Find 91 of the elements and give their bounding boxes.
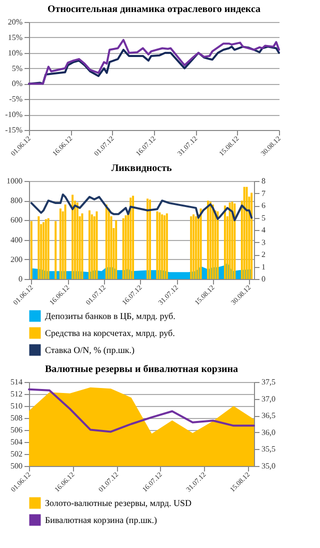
bar	[243, 186, 246, 279]
y-tick-label: 10%	[8, 48, 23, 58]
bar	[192, 214, 195, 279]
chart-title: Валютные резервы и бивалютная корзина	[44, 364, 238, 375]
y2-tick-label: 5	[262, 213, 266, 222]
bar	[228, 202, 231, 279]
y-tick-label: 15%	[8, 32, 23, 42]
y2-tick-label: 4	[262, 226, 266, 234]
y-tick-label: 510	[10, 402, 22, 410]
y2-tick-label: 35,0	[262, 462, 276, 470]
line-series	[30, 193, 253, 222]
y-tick-label: 500	[10, 462, 22, 470]
y-tick-label: 0%	[12, 79, 23, 88]
bar	[47, 218, 50, 279]
legend-label: Депозиты банков в ЦБ, млрд. руб.	[45, 311, 176, 321]
bar	[148, 200, 151, 279]
y-tick-label: 600	[10, 216, 22, 225]
y-tick-label: 502	[10, 450, 22, 458]
bar	[209, 202, 212, 279]
bar	[250, 192, 253, 279]
bar	[96, 211, 98, 279]
y2-tick-label: 36,5	[262, 411, 276, 420]
bar	[200, 208, 202, 279]
bar	[161, 214, 164, 279]
y-tick-label: 20%	[8, 18, 23, 26]
y2-tick-label: 1	[262, 262, 266, 272]
chart-title: Относительная динамика отраслевого индекса	[47, 4, 261, 15]
y-tick-label: 800	[10, 196, 22, 206]
bar	[194, 216, 197, 279]
bar	[122, 218, 124, 279]
bar	[42, 222, 45, 279]
bar	[224, 206, 226, 279]
legend-label: Бивалютная корзина (пр.шк.)	[45, 515, 157, 525]
y-tick-label: 5%	[12, 64, 23, 73]
bar	[108, 208, 110, 279]
bar	[132, 196, 134, 279]
bar	[124, 215, 127, 279]
bar	[207, 200, 210, 279]
y2-tick-label: 0	[262, 274, 266, 284]
legend-label: Ставка O/N, % (пр.шк.)	[45, 345, 135, 355]
y-tick-label: 0	[18, 274, 22, 284]
bar	[163, 215, 166, 279]
line-series	[28, 38, 280, 85]
y-tick-label: 514	[10, 378, 22, 386]
bar	[212, 204, 214, 279]
y2-tick-label: 3	[262, 238, 266, 247]
y-tick-label: 1000	[6, 176, 22, 186]
bar	[246, 186, 248, 279]
bar	[216, 211, 219, 279]
bar	[64, 204, 66, 279]
legend-label: Средства на корсчетах, млрд. руб.	[45, 328, 175, 338]
bar	[54, 221, 57, 279]
y2-tick-label: 37,0	[262, 394, 276, 404]
y2-tick-label: 37,5	[262, 378, 276, 386]
bar	[88, 210, 90, 279]
bar	[76, 202, 78, 279]
y-tick-label: 506	[10, 426, 22, 434]
bar	[166, 213, 168, 279]
bar	[115, 220, 118, 279]
chart-title: Ликвидность	[111, 163, 173, 174]
y-tick-label: -15%	[5, 126, 23, 134]
y2-tick-label: 2	[262, 250, 266, 259]
bar	[234, 204, 236, 279]
y-tick-label: 400	[10, 235, 22, 244]
bar	[105, 204, 108, 279]
bar	[30, 221, 32, 279]
bar	[81, 213, 84, 279]
bar	[44, 219, 47, 279]
y2-tick-label: 7	[262, 188, 266, 198]
bar	[231, 202, 234, 279]
y2-tick-label: 6	[262, 201, 266, 210]
legend-label: Золото-валютные резервы, млрд. USD	[45, 498, 192, 508]
y2-tick-label: 36,0	[262, 428, 276, 437]
bar	[38, 216, 40, 279]
line-series	[28, 388, 255, 433]
bar	[146, 198, 149, 279]
y-tick-label: -10%	[5, 110, 23, 120]
bar	[90, 214, 93, 279]
bar	[130, 198, 132, 279]
y-tick-label: 508	[10, 414, 22, 422]
y-tick-label: 504	[10, 438, 22, 446]
bar	[156, 211, 158, 279]
bar	[59, 208, 62, 279]
bar	[158, 212, 161, 279]
y2-tick-label: 35,5	[262, 444, 276, 454]
bar	[72, 194, 74, 279]
bar	[190, 216, 192, 279]
y2-tick-label: 8	[262, 176, 266, 186]
y-tick-label: -5%	[9, 94, 23, 104]
y-tick-label: 512	[10, 390, 22, 398]
y-tick-label: 200	[10, 254, 22, 264]
